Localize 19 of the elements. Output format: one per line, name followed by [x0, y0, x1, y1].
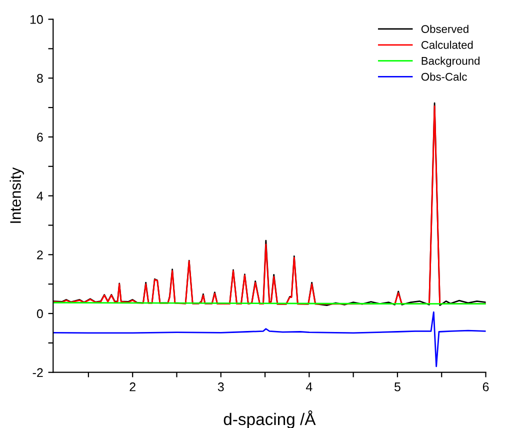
- x-tick-label: 6: [482, 382, 489, 392]
- y-tick-label: 0: [36, 309, 43, 318]
- x-axis-title: d-spacing /Å: [224, 410, 316, 428]
- y-tick-label: 4: [36, 192, 44, 200]
- x-tick-label: 2: [130, 382, 136, 392]
- legend-label: Background: [422, 56, 480, 67]
- legend-label: Calculated: [421, 40, 473, 49]
- x-tick-label: 3: [218, 382, 224, 392]
- x-tick-label: 5: [394, 382, 400, 392]
- legend-label: Obs-Calc: [421, 72, 467, 81]
- y-tick-label: 10: [30, 15, 43, 24]
- line-series: [53, 311, 486, 368]
- legend-label: Observed: [421, 24, 468, 33]
- y-tick-label: 2: [37, 250, 43, 260]
- x-tick-label: 4: [306, 382, 312, 392]
- y-tick-label: 6: [37, 132, 43, 142]
- y-tick-label: -2: [32, 368, 43, 377]
- y-axis-title: Intensity: [10, 167, 24, 223]
- y-tick-label: 8: [37, 74, 43, 83]
